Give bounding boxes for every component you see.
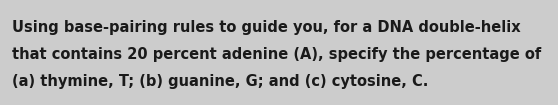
Text: that contains 20 percent adenine (A), specify the percentage of: that contains 20 percent adenine (A), sp…: [12, 47, 541, 62]
Text: (a) thymine, T; (b) guanine, G; and (c) cytosine, C.: (a) thymine, T; (b) guanine, G; and (c) …: [12, 74, 429, 89]
Text: Using base-pairing rules to guide you, for a DNA double-helix: Using base-pairing rules to guide you, f…: [12, 20, 521, 35]
